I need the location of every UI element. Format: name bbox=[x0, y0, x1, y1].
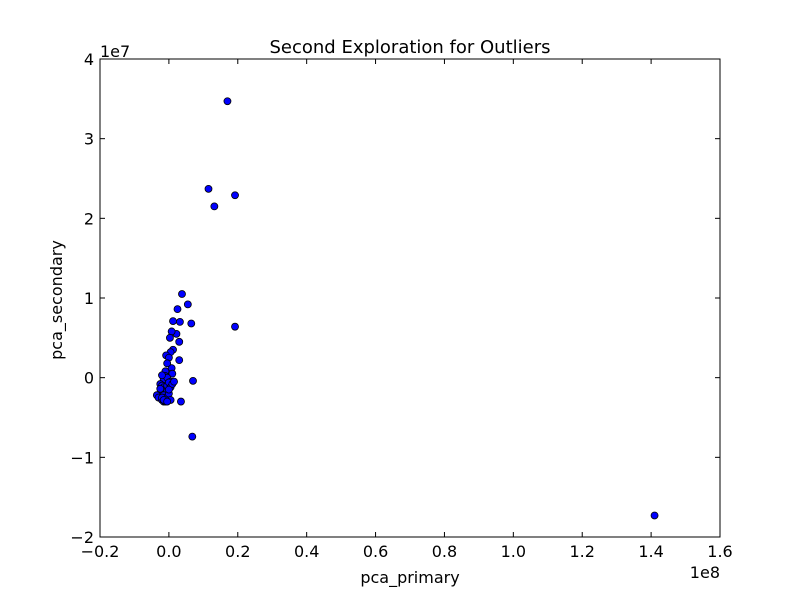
data-points bbox=[152, 97, 659, 520]
scatter-point bbox=[183, 300, 192, 309]
scatter-point bbox=[175, 337, 184, 346]
scatter-point bbox=[189, 376, 197, 385]
scatter-point bbox=[231, 191, 239, 200]
y-tick-label: 4 bbox=[84, 50, 94, 69]
scatter-point bbox=[177, 397, 185, 406]
y-tick-label: 2 bbox=[84, 209, 94, 228]
axis-ticks: −0.2 0.0 0.2 0.4 0.6 0.8 1.0 1.2 1.4 1.6 −2 −1 0 1 2 3 4 bbox=[70, 50, 732, 561]
scatter-point bbox=[173, 305, 182, 314]
scatter-point bbox=[210, 202, 219, 211]
chart-title: Second Exploration for Outliers bbox=[269, 37, 550, 58]
x-tick-label: 1.2 bbox=[569, 542, 594, 561]
x-tick-label: 0.8 bbox=[432, 542, 457, 561]
scatter-point bbox=[164, 385, 173, 394]
y-tick-label: 1 bbox=[84, 289, 94, 308]
y-tick-label: 3 bbox=[84, 130, 94, 149]
y-multiplier-label: 1e7 bbox=[100, 42, 130, 61]
scatter-point bbox=[175, 356, 184, 365]
x-tick-label: −0.2 bbox=[81, 542, 120, 561]
scatter-point bbox=[204, 184, 213, 193]
plot-frame bbox=[99, 58, 721, 538]
x-tick-label: 1.4 bbox=[638, 542, 663, 561]
x-tick-label: 0.4 bbox=[294, 542, 319, 561]
x-tick-label: 1.6 bbox=[707, 542, 732, 561]
x-tick-label: 0.6 bbox=[363, 542, 388, 561]
scatter-point bbox=[163, 359, 172, 368]
scatter-point bbox=[156, 384, 165, 393]
scatter-point bbox=[163, 397, 172, 406]
x-tick-label: 0.2 bbox=[225, 542, 250, 561]
scatter-point bbox=[188, 432, 197, 441]
x-multiplier-label: 1e8 bbox=[690, 563, 720, 582]
scatter-point bbox=[187, 319, 196, 328]
y-axis-label: pca_secondary bbox=[47, 240, 67, 360]
scatter-point bbox=[178, 290, 186, 298]
scatter-point bbox=[158, 371, 166, 380]
x-tick-label: 1.0 bbox=[501, 542, 526, 561]
scatter-point bbox=[170, 377, 178, 386]
scatter-point bbox=[168, 369, 177, 378]
y-tick-label: −1 bbox=[70, 448, 94, 467]
y-tick-label: −2 bbox=[70, 528, 94, 547]
scatter-point bbox=[223, 97, 232, 106]
scatter-point bbox=[176, 317, 184, 326]
y-tick-label: 0 bbox=[84, 369, 94, 388]
scatter-point bbox=[231, 322, 239, 331]
scatter-point bbox=[167, 327, 176, 336]
x-tick-label: 0.0 bbox=[156, 542, 181, 561]
scatter-point bbox=[169, 317, 177, 326]
scatter-point bbox=[166, 333, 174, 342]
x-axis-label: pca_primary bbox=[360, 568, 459, 588]
scatter-point bbox=[650, 511, 659, 520]
